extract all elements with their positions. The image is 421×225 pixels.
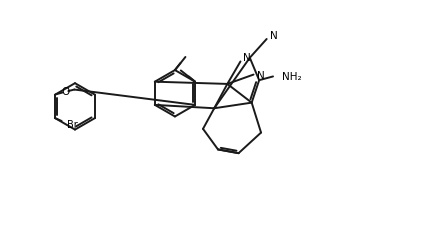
Text: N: N [243,53,251,63]
Text: O: O [61,87,69,97]
Text: NH₂: NH₂ [282,72,301,82]
Text: N: N [269,30,277,40]
Text: N: N [256,70,264,80]
Text: Br: Br [67,119,77,129]
